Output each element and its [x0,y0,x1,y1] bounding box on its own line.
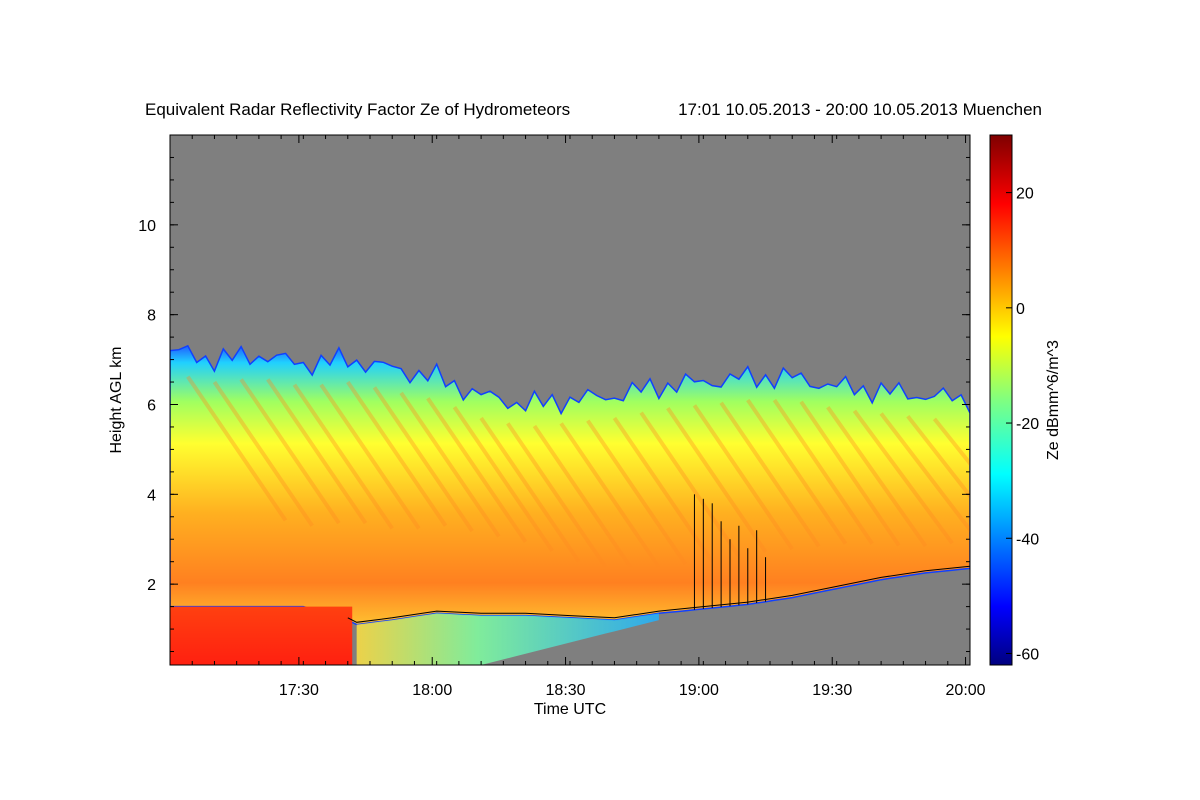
fallstreak [212,380,314,527]
fallstreak [399,391,501,538]
colorbar [989,134,1013,666]
minor-ticks [170,135,970,665]
fallstreak [639,411,741,558]
fallstreak [452,406,554,553]
plot-area [170,135,970,665]
fallstreak [372,386,474,533]
fallstreak [506,422,608,569]
colorbar-label: Ze dBmm^6/m^3 [1045,340,1062,460]
fallstreak [746,398,848,545]
x-axis-ticks: 17:30 18:00 18:30 19:00 19:30 20:00 [279,135,986,699]
x-tick-label: 19:30 [812,682,852,699]
rain-spikes [693,494,767,610]
fallstreak [346,380,448,527]
fallstreak [186,375,288,522]
fallstreak [799,400,901,547]
colorbar-tick-label: -60 [1016,646,1039,663]
fallstreak [266,378,368,525]
colorbar-tick-label: 20 [1016,186,1034,203]
fallstreak [426,397,528,544]
y-tick-label: 2 [147,577,156,594]
fallstreak [319,383,421,530]
y-tick-label: 10 [138,218,156,235]
fallstreak [719,401,821,548]
fallstreak [292,383,394,530]
y-tick-label: 8 [147,308,156,325]
cloud-echo-region [170,344,970,626]
fallstreak [826,406,928,548]
fallstreak [772,398,874,545]
colorbar-tick-label: -20 [1016,416,1039,433]
fallstreak [559,422,661,569]
fallstreak [906,414,970,500]
fallstreak [879,412,970,534]
fallstreak [586,419,688,566]
x-tick-label: 18:00 [412,682,452,699]
y-axis-ticks: 2 4 6 8 10 [138,218,970,594]
fallstreaks [186,375,970,571]
cloud-base-line [347,565,970,623]
colorbar-tick-label: 0 [1016,301,1025,318]
y-tick-label: 4 [147,487,156,504]
surface-rain-region [170,606,353,665]
chart-title: Equivalent Radar Reflectivity Factor Ze … [145,100,570,119]
fallstreak [666,406,768,553]
colorbar-ticks: 20 0 -20 -40 -60 [1006,186,1039,663]
precipitation-curtain [356,613,659,665]
fallstreak [239,378,341,525]
x-tick-label: 17:30 [279,682,319,699]
x-tick-label: 20:00 [946,682,986,699]
x-axis-label: Time UTC [534,701,606,718]
fallstreak [479,416,581,563]
chart-subtitle: 17:01 10.05.2013 - 20:00 10.05.2013 Muen… [678,100,1042,119]
fallstreak [532,424,634,571]
y-tick-label: 6 [147,397,156,414]
fallstreak [852,409,954,545]
fallstreak [612,416,714,563]
fallstreak [932,417,970,467]
fallstreak [692,404,794,551]
colorbar-tick-label: -40 [1016,531,1039,548]
y-axis-label: Height AGL km [108,346,125,453]
x-tick-label: 18:30 [546,682,586,699]
x-tick-label: 19:00 [679,682,719,699]
